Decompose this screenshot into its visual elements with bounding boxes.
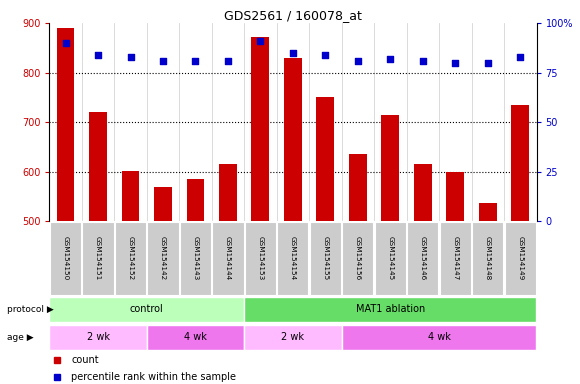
FancyBboxPatch shape — [472, 222, 503, 295]
Bar — [57, 28, 74, 221]
FancyBboxPatch shape — [49, 325, 147, 350]
FancyBboxPatch shape — [277, 222, 309, 295]
FancyBboxPatch shape — [147, 325, 244, 350]
FancyBboxPatch shape — [50, 222, 81, 295]
Text: count: count — [71, 356, 99, 366]
FancyBboxPatch shape — [375, 222, 406, 295]
Text: GSM154152: GSM154152 — [128, 237, 133, 281]
Text: 2 wk: 2 wk — [281, 332, 305, 342]
Point — [61, 40, 70, 46]
Bar — [414, 164, 432, 221]
Text: percentile rank within the sample: percentile rank within the sample — [71, 372, 236, 382]
Point — [93, 52, 103, 58]
Bar — [252, 37, 269, 221]
Bar — [187, 179, 204, 221]
Bar — [512, 105, 529, 221]
Bar — [447, 172, 464, 221]
Point — [451, 60, 460, 66]
Text: GSM154145: GSM154145 — [387, 237, 393, 281]
FancyBboxPatch shape — [342, 222, 374, 295]
Bar — [122, 171, 139, 221]
Text: GSM154149: GSM154149 — [517, 237, 523, 281]
FancyBboxPatch shape — [505, 222, 536, 295]
Point — [256, 38, 265, 44]
Text: GSM154148: GSM154148 — [485, 237, 491, 281]
Bar — [479, 203, 496, 221]
Point — [126, 54, 135, 60]
FancyBboxPatch shape — [115, 222, 146, 295]
Text: GSM154146: GSM154146 — [420, 237, 426, 281]
FancyBboxPatch shape — [244, 325, 342, 350]
Text: GSM154155: GSM154155 — [322, 237, 328, 281]
Bar — [219, 164, 237, 221]
Point — [483, 60, 492, 66]
Point — [223, 58, 233, 64]
Point — [516, 54, 525, 60]
Bar — [284, 58, 302, 221]
FancyBboxPatch shape — [82, 222, 114, 295]
FancyBboxPatch shape — [310, 222, 341, 295]
FancyBboxPatch shape — [245, 222, 276, 295]
Point — [418, 58, 427, 64]
Text: 2 wk: 2 wk — [86, 332, 110, 342]
Point — [353, 58, 362, 64]
Title: GDS2561 / 160078_at: GDS2561 / 160078_at — [224, 9, 362, 22]
Text: protocol ▶: protocol ▶ — [7, 305, 54, 314]
Text: GSM154153: GSM154153 — [258, 237, 263, 281]
Point — [386, 56, 395, 62]
Text: GSM154143: GSM154143 — [193, 237, 198, 281]
Text: 4 wk: 4 wk — [427, 332, 451, 342]
Text: age ▶: age ▶ — [7, 333, 34, 342]
Text: GSM154151: GSM154151 — [95, 237, 101, 281]
FancyBboxPatch shape — [440, 222, 471, 295]
Point — [158, 58, 168, 64]
Bar — [349, 154, 367, 221]
Point — [321, 52, 330, 58]
Bar — [89, 112, 107, 221]
Point — [288, 50, 298, 56]
Text: GSM154150: GSM154150 — [63, 237, 68, 281]
Point — [191, 58, 200, 64]
FancyBboxPatch shape — [244, 298, 536, 322]
Bar — [154, 187, 172, 221]
Text: MAT1 ablation: MAT1 ablation — [356, 305, 425, 314]
FancyBboxPatch shape — [147, 222, 179, 295]
Text: GSM154154: GSM154154 — [290, 237, 296, 281]
Text: 4 wk: 4 wk — [184, 332, 207, 342]
FancyBboxPatch shape — [407, 222, 438, 295]
FancyBboxPatch shape — [212, 222, 244, 295]
Text: GSM154156: GSM154156 — [355, 237, 361, 281]
FancyBboxPatch shape — [49, 298, 244, 322]
FancyBboxPatch shape — [180, 222, 211, 295]
Text: GSM154144: GSM154144 — [225, 237, 231, 281]
Text: GSM154142: GSM154142 — [160, 237, 166, 281]
Bar — [317, 98, 334, 221]
Bar — [382, 115, 399, 221]
FancyBboxPatch shape — [342, 325, 536, 350]
Text: GSM154147: GSM154147 — [452, 237, 458, 281]
Text: control: control — [130, 305, 164, 314]
